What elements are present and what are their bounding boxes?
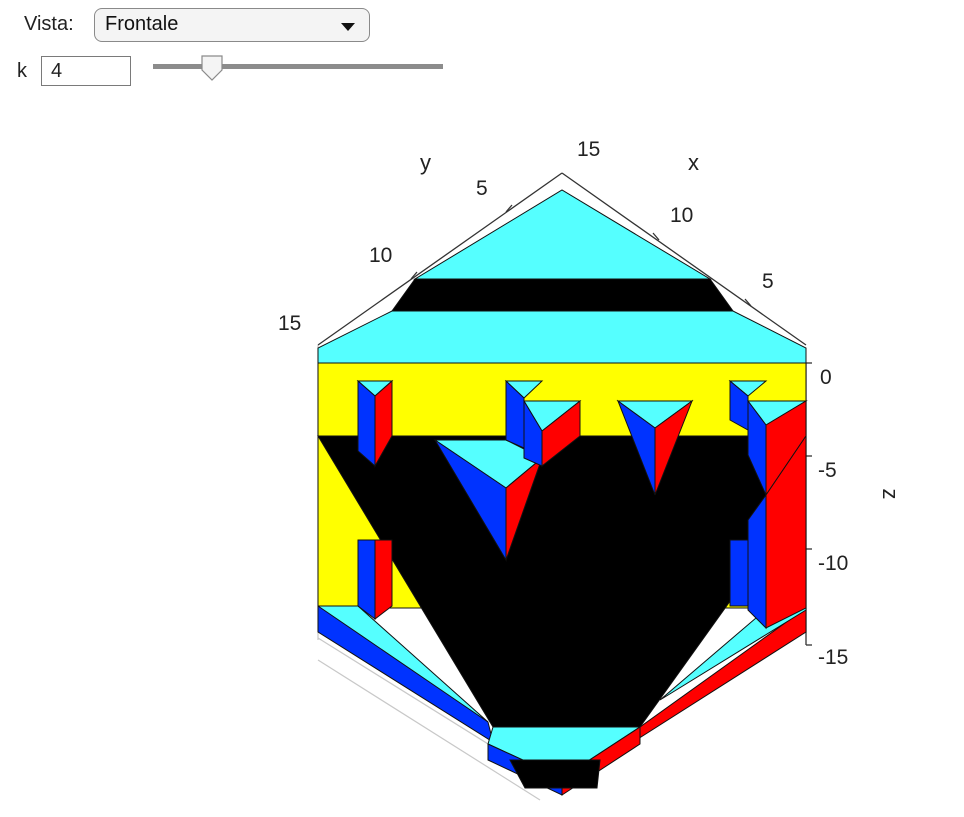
z-tick-neg10: -10 xyxy=(818,552,848,575)
x-axis-label: x xyxy=(688,150,699,175)
view-label: Vista: xyxy=(24,13,74,35)
x-tick-5: 5 xyxy=(762,270,774,293)
y-tick-10: 10 xyxy=(369,244,392,267)
pillar-right xyxy=(728,379,808,630)
k-slider-track[interactable] xyxy=(153,64,443,69)
pillar-left xyxy=(356,379,394,621)
view-dropdown-value: Frontale xyxy=(105,13,179,35)
x-tick-10: 10 xyxy=(670,204,693,227)
z-tick-neg5: -5 xyxy=(818,459,837,482)
pillar-middle xyxy=(504,379,582,468)
chevron-down-icon[interactable] xyxy=(341,23,355,31)
z-axis-label: z xyxy=(878,489,903,500)
view-dropdown[interactable]: Frontale xyxy=(94,8,370,42)
y-axis-label: y xyxy=(420,150,431,175)
k-label: k xyxy=(17,60,27,82)
center-prism xyxy=(433,439,544,562)
z-tick-0: 0 xyxy=(820,366,832,389)
k-input[interactable] xyxy=(41,56,131,86)
y-tick-15: 15 xyxy=(278,312,301,335)
front-face xyxy=(317,362,807,728)
top-cap xyxy=(317,189,807,364)
bottom-tray xyxy=(317,605,807,796)
x-tick-15: 15 xyxy=(577,138,600,161)
z-tick-neg15: -15 xyxy=(818,646,848,669)
y-tick-5: 5 xyxy=(476,177,488,200)
k-slider-thumb[interactable] xyxy=(201,55,223,81)
notch-right xyxy=(616,399,694,496)
